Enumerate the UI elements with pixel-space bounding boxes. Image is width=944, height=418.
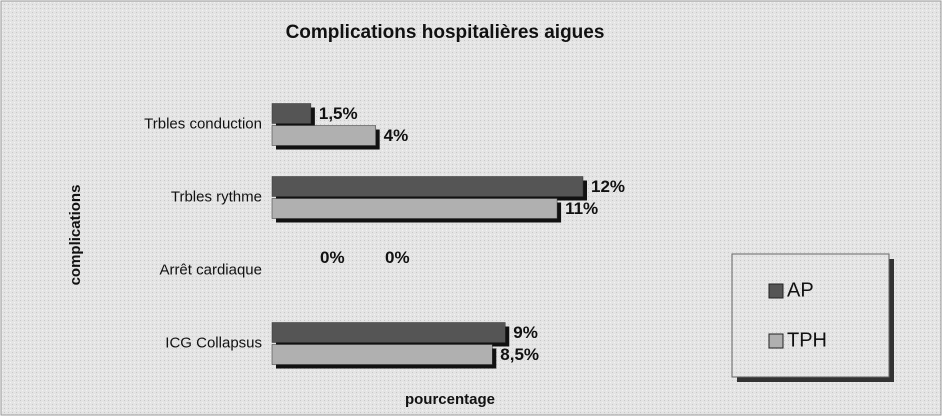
value-label: 4% <box>384 126 409 145</box>
bar <box>271 176 584 197</box>
value-label: 1,5% <box>319 104 358 123</box>
value-label: 0% <box>320 248 345 267</box>
legend-swatch <box>768 333 784 349</box>
y-tick-label: Trbles rythme <box>171 188 262 205</box>
value-label: 12% <box>591 177 625 196</box>
legend-swatch <box>768 283 784 299</box>
bar <box>271 322 506 343</box>
bar <box>271 198 558 219</box>
y-tick-label: Trbles conduction <box>144 115 262 132</box>
y-tick-label: ICG Collapsus <box>165 334 262 351</box>
bar <box>271 103 312 124</box>
bar <box>271 125 376 146</box>
x-axis-title: pourcentage <box>405 391 495 408</box>
legend-label: AP <box>787 279 814 301</box>
value-label: 11% <box>565 199 598 218</box>
value-label: 0% <box>385 248 410 267</box>
value-label: 8,5% <box>500 345 539 364</box>
y-axis-title: complications <box>67 185 84 286</box>
legend <box>731 253 890 378</box>
value-label: 9% <box>513 323 538 342</box>
bar <box>271 344 493 365</box>
legend-label: TPH <box>787 329 827 351</box>
chart-title: Complications hospitalières aigues <box>286 22 605 43</box>
y-tick-label: Arrêt cardiaque <box>159 261 262 278</box>
